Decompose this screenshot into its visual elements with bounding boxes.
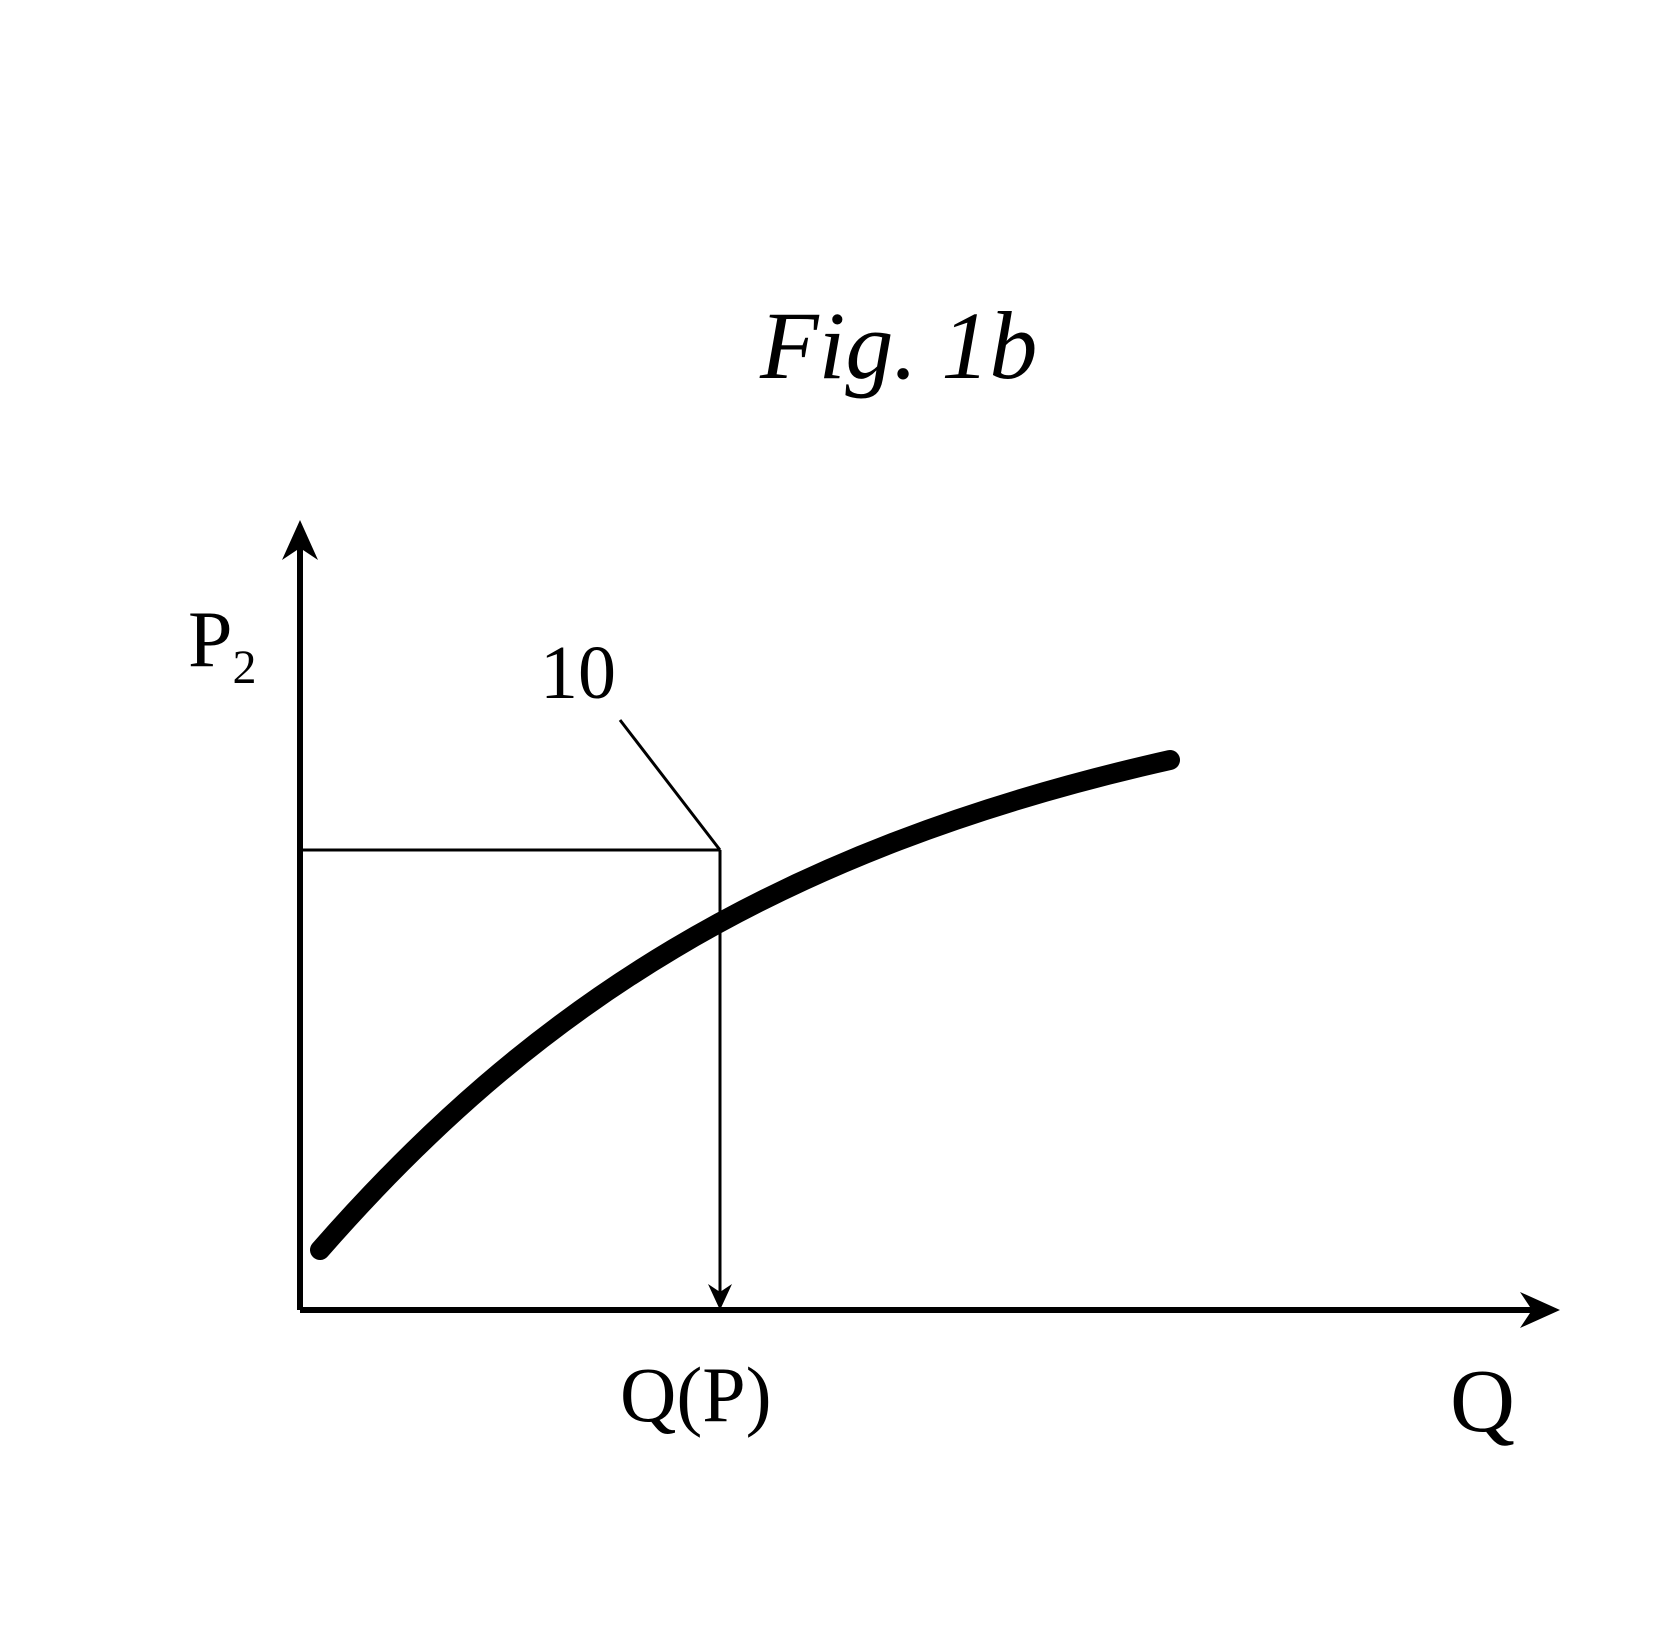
x-tick-label-text: Q(P) xyxy=(620,1351,772,1438)
figure-title: Fig. 1b xyxy=(760,290,1037,401)
figure-title-text: Fig. 1b xyxy=(760,292,1037,399)
curve-label-pointer xyxy=(620,720,720,850)
x-tick-label: Q(P) xyxy=(620,1350,772,1440)
y-axis-label-main: P xyxy=(188,596,233,684)
diagram-canvas xyxy=(0,0,1658,1642)
y-axis-label: P2 xyxy=(188,595,257,695)
x-axis-label-text: Q xyxy=(1450,1352,1515,1451)
curve-label-text: 10 xyxy=(540,631,616,715)
x-axis-label: Q xyxy=(1450,1350,1515,1453)
curve-label: 10 xyxy=(540,630,616,717)
y-axis-label-sub: 2 xyxy=(233,641,257,694)
curve xyxy=(320,760,1170,1250)
